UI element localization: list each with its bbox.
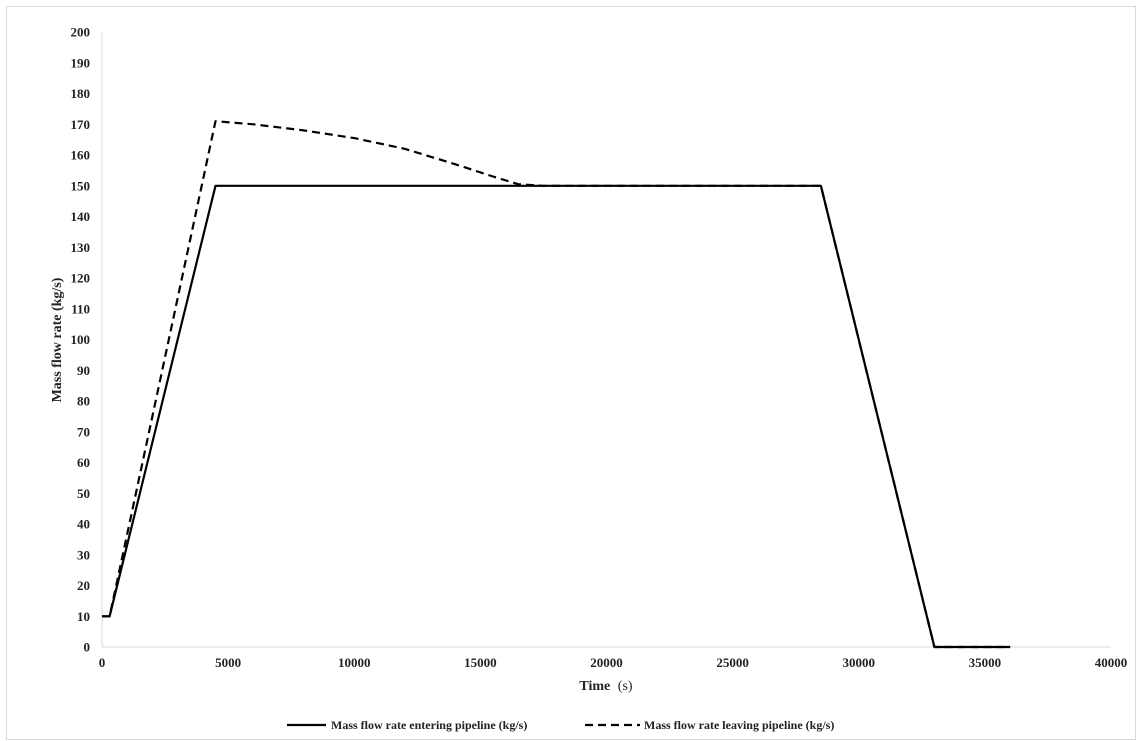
- y-tick-label: 180: [71, 86, 91, 101]
- x-tick-label: 35000: [969, 655, 1002, 670]
- x-tick-label: 10000: [338, 655, 371, 670]
- legend-label-entering: Mass flow rate entering pipeline (kg/s): [331, 718, 527, 732]
- y-axis-title: Mass flow rate (kg/s): [50, 277, 65, 402]
- y-tick-label: 90: [77, 363, 90, 378]
- y-tick-label: 50: [77, 486, 90, 501]
- y-tick-label: 170: [71, 117, 91, 132]
- y-tick-label: 130: [71, 240, 91, 255]
- x-axis-ticks: 0 5000 10000 15000 20000 25000 30000 35000 40000: [99, 655, 1128, 670]
- x-axis-title: Time (s): [579, 679, 632, 694]
- x-tick-label: 20000: [590, 655, 623, 670]
- x-tick-label: 30000: [843, 655, 876, 670]
- y-tick-label: 10: [77, 609, 90, 624]
- x-axis-title-unit: (s): [618, 679, 633, 694]
- y-tick-label: 70: [77, 424, 90, 439]
- series-line-leaving: [102, 120, 1011, 649]
- y-tick-label: 100: [71, 332, 91, 347]
- y-tick-label: 40: [77, 517, 90, 532]
- y-tick-label: 80: [77, 394, 90, 409]
- y-tick-label: 150: [71, 178, 91, 193]
- legend: Mass flow rate entering pipeline (kg/s) …: [287, 718, 834, 732]
- x-tick-label: 15000: [464, 655, 497, 670]
- y-tick-label: 120: [71, 271, 91, 286]
- y-tick-label: 20: [77, 578, 90, 593]
- chart-frame: [6, 6, 1136, 740]
- x-tick-label: 0: [99, 655, 106, 670]
- y-tick-label: 0: [84, 640, 91, 655]
- y-tick-label: 60: [77, 455, 90, 470]
- y-tick-label: 140: [71, 209, 91, 224]
- y-tick-label: 190: [71, 55, 91, 70]
- legend-label-leaving: Mass flow rate leaving pipeline (kg/s): [644, 718, 834, 732]
- y-tick-label: 30: [77, 547, 90, 562]
- y-tick-label: 200: [71, 25, 91, 40]
- x-tick-label: 5000: [215, 655, 241, 670]
- series-line-entering: [102, 184, 1011, 649]
- series-layer: [102, 120, 1011, 649]
- y-tick-label: 160: [71, 148, 91, 163]
- x-axis-title-text: Time: [579, 679, 610, 694]
- x-tick-label: 40000: [1095, 655, 1128, 670]
- y-tick-label: 110: [71, 301, 90, 316]
- x-tick-label: 25000: [716, 655, 749, 670]
- y-axis-ticks: 0 10 20 30 40 50 60 70 80 90 100 110 120 130 140 150 160…: [71, 25, 91, 655]
